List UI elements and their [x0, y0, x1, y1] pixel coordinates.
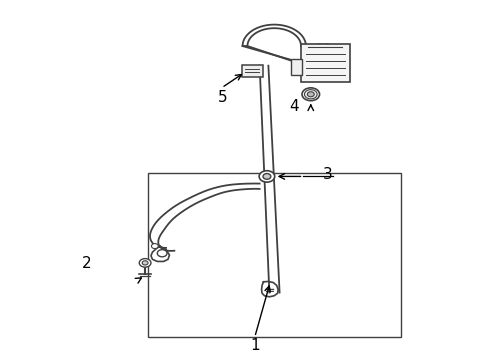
Circle shape	[263, 174, 271, 179]
Circle shape	[139, 258, 151, 267]
Circle shape	[151, 244, 158, 249]
Bar	[147, 173, 401, 337]
Circle shape	[157, 249, 167, 257]
Circle shape	[142, 261, 148, 265]
Text: 4: 4	[289, 99, 298, 114]
Text: 2: 2	[82, 256, 92, 271]
Text: 3: 3	[323, 167, 333, 182]
FancyBboxPatch shape	[242, 65, 263, 77]
FancyBboxPatch shape	[301, 44, 350, 82]
Text: 1: 1	[250, 338, 260, 352]
Circle shape	[302, 88, 319, 101]
Circle shape	[259, 171, 275, 182]
Circle shape	[307, 92, 314, 97]
FancyBboxPatch shape	[291, 59, 302, 75]
Text: 5: 5	[218, 90, 228, 105]
Circle shape	[304, 90, 317, 99]
